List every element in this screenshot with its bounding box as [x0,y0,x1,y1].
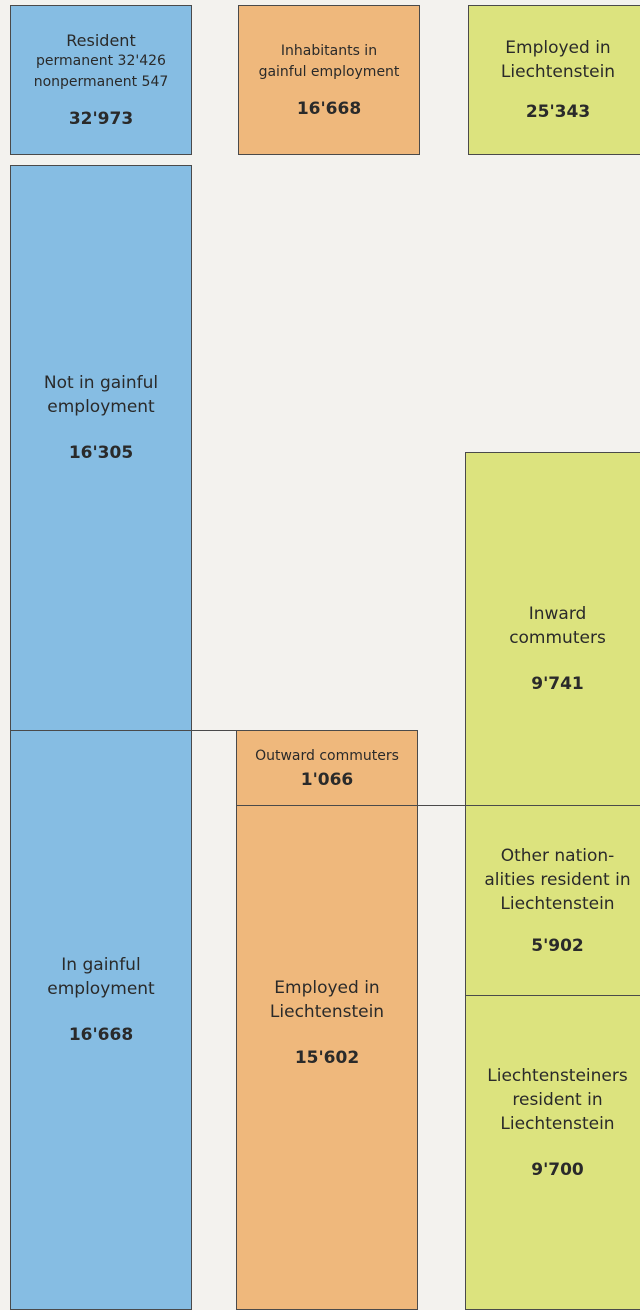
value: 9'741 [531,674,584,694]
outward-block: Outward commuters 1'066 [236,730,418,806]
label: alities resident in [484,869,631,890]
label: Employed in [505,38,611,58]
label: commuters [509,628,606,648]
value: 32'973 [68,109,134,129]
label: Liechtenstein [500,893,615,914]
in-gainful-block: In gainful employment 16'668 [10,730,192,1310]
value: 1'066 [300,770,354,790]
label: Liechtenstein [500,62,616,82]
connector-line [418,805,465,806]
value: 16'668 [68,1025,134,1045]
value: 15'602 [294,1047,360,1068]
inhabitants-box: Inhabitants in gainful employment 16'668 [238,5,420,155]
value: 25'343 [525,102,591,122]
label: Resident [66,31,136,50]
inward-block: Inward commuters 9'741 [465,452,640,806]
value: 16'305 [68,443,134,463]
label: In gainful [61,955,141,975]
not-gainful-block: Not in gainful employment 16'305 [10,165,192,731]
label: Not in gainful [43,373,159,393]
label: permanent 32'426 [36,53,166,69]
employed-box: Employed in Liechtenstein 25'343 [468,5,640,155]
employed-li-block: Employed in Liechtenstein 15'602 [236,805,418,1310]
label: Other nation- [500,845,615,866]
other-nat-block: Other nation- alities resident in Liecht… [465,805,640,996]
value: 9'700 [531,1159,584,1180]
label: gainful employment [258,63,400,80]
label: Liechtenstein [269,1001,385,1022]
label: Outward commuters [255,748,399,764]
li-res-block: Liechtensteiners resident in Liechtenste… [465,995,640,1310]
label: Liechtensteiners [487,1065,628,1086]
value: 5'902 [531,935,584,956]
label: Employed in [274,977,380,998]
label: nonpermanent 547 [33,74,169,90]
label: resident in [512,1089,603,1110]
label: employment [47,979,155,999]
resident-box: Resident permanent 32'426 nonpermanent 5… [10,5,192,155]
label: Liechtenstein [500,1113,615,1134]
label: employment [47,397,155,417]
label: Inward [528,604,587,624]
label: Inhabitants in [280,42,378,59]
value: 16'668 [296,98,362,119]
connector-line [192,730,236,731]
